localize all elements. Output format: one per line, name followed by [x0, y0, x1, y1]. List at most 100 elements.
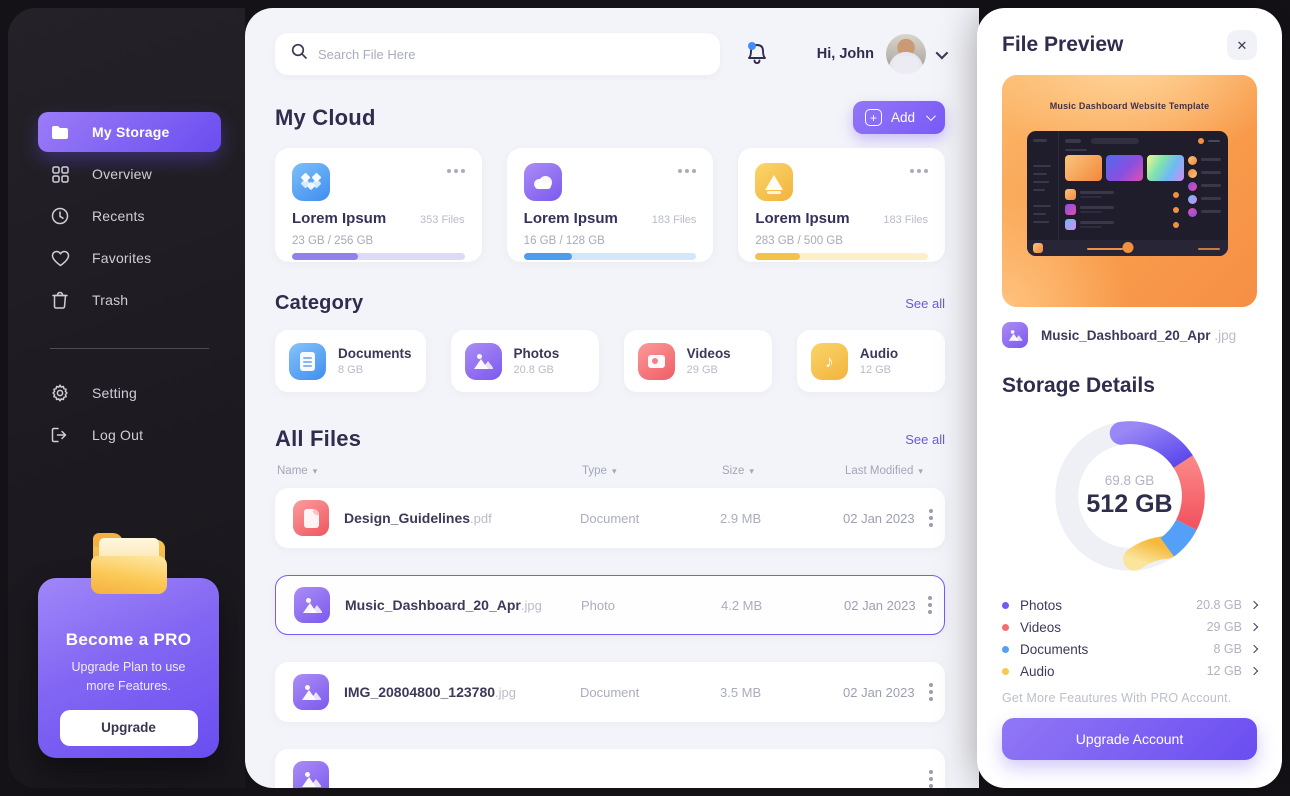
legend-row-audio[interactable]: Audio 12 GB: [1002, 660, 1259, 682]
more-options-icon[interactable]: [446, 163, 465, 179]
cloud-card-usage: 16 GB / 128 GB: [523, 235, 605, 247]
chevron-right-icon[interactable]: [1249, 622, 1259, 632]
sidebar-item-trash[interactable]: Trash: [38, 280, 217, 320]
dropbox-icon: [292, 163, 330, 201]
preview-file-extension: .jpg: [1214, 327, 1237, 343]
legend-label: Photos: [1020, 597, 1063, 613]
all-files-title: All Files: [275, 426, 362, 451]
column-size-sort[interactable]: Size: [722, 465, 845, 477]
all-files-see-all-link[interactable]: See all: [905, 431, 945, 447]
category-card-audio[interactable]: ♪ Audio 12 GB: [796, 330, 945, 392]
gear-icon: [50, 383, 70, 403]
photo-file-icon: [294, 587, 330, 623]
pro-upgrade-card: Become a PRO Upgrade Plan to use more Fe…: [38, 533, 219, 758]
chevron-down-icon[interactable]: [925, 111, 936, 122]
chevron-down-icon[interactable]: [935, 46, 949, 59]
sidebar-item-my-storage[interactable]: My Storage: [38, 112, 221, 152]
file-extension: .pdf: [470, 511, 492, 526]
cloud-card-2[interactable]: Lorem Ipsum 183 Files 16 GB / 128 GB: [506, 148, 714, 262]
sidebar-item-label: Recents: [92, 208, 145, 224]
category-title: Category: [275, 292, 364, 314]
category-cards-row: Documents 8 GB Photos 20.8 GB Videos 29 …: [275, 330, 945, 392]
legend-row-photos[interactable]: Photos 20.8 GB: [1002, 594, 1259, 616]
row-menu-icon[interactable]: [925, 505, 945, 531]
category-card-videos[interactable]: Videos 29 GB: [623, 330, 772, 392]
row-menu-icon[interactable]: [924, 592, 944, 618]
file-extension: .jpg: [520, 598, 542, 613]
cloud-card-files: 183 Files: [651, 214, 697, 226]
file-preview-title: File Preview: [1002, 33, 1124, 56]
category-card-documents[interactable]: Documents 8 GB: [275, 330, 426, 392]
table-row[interactable]: Design_Guidelines.pdf Document 2.9 MB 02…: [275, 488, 945, 548]
file-size: 3.5 MB: [720, 684, 762, 700]
sidebar-item-overview[interactable]: Overview: [38, 154, 217, 194]
file-modified: 02 Jan 2023: [843, 510, 915, 526]
user-greeting[interactable]: Hi, John: [816, 46, 874, 62]
sidebar-item-logout[interactable]: Log Out: [38, 415, 217, 455]
add-button[interactable]: + Add: [852, 101, 945, 134]
row-menu-icon[interactable]: [925, 766, 945, 788]
sidebar-item-label: Trash: [92, 292, 129, 308]
cloud-card-usage: 283 GB / 500 GB: [755, 235, 843, 247]
cloud-card-name: Lorem Ipsum: [292, 210, 387, 227]
table-row-selected[interactable]: Music_Dashboard_20_Apr.jpg Photo 4.2 MB …: [275, 575, 945, 635]
cloud-card-usage: 23 GB / 256 GB: [292, 235, 374, 247]
category-card-photos[interactable]: Photos 20.8 GB: [450, 330, 599, 392]
column-type-sort[interactable]: Type: [582, 465, 722, 477]
folder-3d-icon: [89, 533, 169, 596]
file-modified: 02 Jan 2023: [843, 684, 915, 700]
chevron-right-icon[interactable]: [1249, 666, 1259, 676]
cloud-card-1[interactable]: Lorem Ipsum 353 Files 23 GB / 256 GB: [275, 148, 482, 262]
legend-row-videos[interactable]: Videos 29 GB: [1002, 616, 1259, 638]
chevron-right-icon[interactable]: [1249, 600, 1259, 610]
category-label: Documents: [338, 346, 412, 361]
search-input[interactable]: [318, 46, 704, 62]
photo-icon: [464, 342, 502, 380]
upgrade-button[interactable]: Upgrade: [59, 709, 198, 746]
topbar: Hi, John: [275, 33, 949, 75]
more-options-icon[interactable]: [678, 163, 697, 179]
file-modified: 02 Jan 2023: [844, 597, 916, 613]
all-files-header: All Files See all: [275, 426, 945, 452]
clock-icon: [50, 206, 70, 226]
search-box[interactable]: [275, 33, 720, 75]
column-modified-sort[interactable]: Last Modified: [845, 465, 925, 477]
notification-bell-icon[interactable]: [745, 41, 771, 67]
photo-file-icon: [293, 674, 329, 710]
table-column-headers: Name Type Size Last Modified: [275, 465, 945, 477]
table-row-partial[interactable]: [275, 749, 945, 788]
sidebar-item-setting[interactable]: Setting: [38, 373, 217, 413]
legend-row-documents[interactable]: Documents 8 GB: [1002, 638, 1259, 660]
avatar[interactable]: [886, 34, 926, 74]
pro-note: Get More Feautures With PRO Account.: [1002, 691, 1232, 705]
photo-file-icon: [1002, 322, 1028, 348]
file-type: Document: [580, 684, 640, 700]
add-button-label: Add: [890, 110, 915, 125]
close-icon[interactable]: ✕: [1227, 30, 1257, 60]
storage-details-title: Storage Details: [1002, 374, 1155, 397]
sidebar-item-recents[interactable]: Recents: [38, 196, 217, 236]
preview-image[interactable]: Music Dashboard Website Template: [1002, 75, 1257, 307]
file-extension: .jpg: [495, 685, 516, 700]
sidebar-item-favorites[interactable]: Favorites: [38, 238, 217, 278]
row-menu-icon[interactable]: [925, 679, 945, 705]
pro-card-subtitle: Upgrade Plan to use more Features.: [71, 660, 186, 693]
file-name: IMG_20804800_123780: [344, 684, 496, 700]
pro-card-title: Become a PRO: [65, 630, 192, 649]
my-cloud-header: My Cloud + Add: [275, 101, 945, 134]
plus-icon: +: [864, 109, 882, 126]
category-see-all-link[interactable]: See all: [905, 296, 945, 311]
music-note-icon: ♪: [810, 342, 848, 380]
column-name-sort[interactable]: Name: [277, 465, 582, 477]
category-size: 20.8 GB: [513, 364, 554, 376]
bullet-icon: [1002, 645, 1009, 653]
storage-legend: Photos 20.8 GB Videos 29 GB Documents 8 …: [1002, 594, 1259, 682]
legend-label: Documents: [1020, 641, 1089, 657]
chevron-right-icon[interactable]: [1249, 644, 1259, 654]
cloud-card-3[interactable]: Lorem Ipsum 183 Files 283 GB / 500 GB: [738, 148, 946, 262]
sidebar-divider: [50, 348, 209, 349]
table-row[interactable]: IMG_20804800_123780.jpg Document 3.5 MB …: [275, 662, 945, 722]
upgrade-account-button[interactable]: Upgrade Account: [1002, 718, 1257, 760]
sidebar-item-label: My Storage: [92, 124, 170, 140]
more-options-icon[interactable]: [910, 163, 929, 179]
